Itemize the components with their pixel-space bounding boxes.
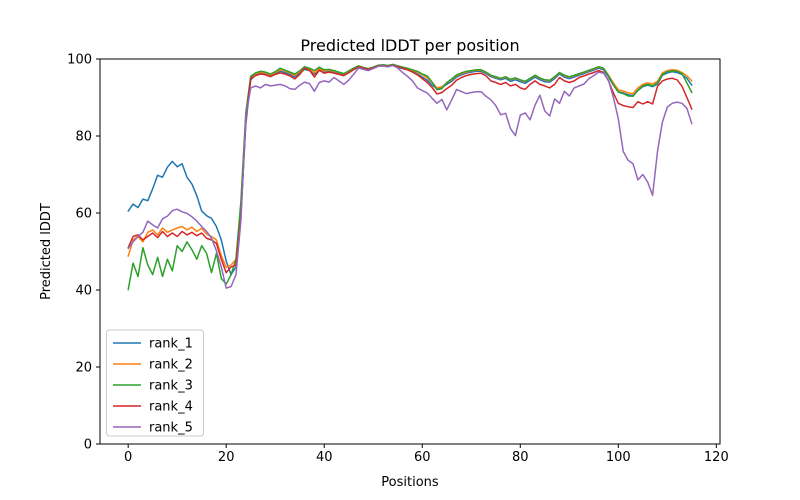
x-tick-label-0: 0 (124, 450, 132, 465)
y-tick-label-40: 40 (75, 284, 92, 299)
legend-entry-rank_3: rank_3 (113, 379, 193, 394)
y-tick-label-80: 80 (75, 130, 92, 145)
x-axis-label: Positions (381, 475, 439, 490)
x-tick-label-100: 100 (606, 450, 631, 465)
legend-label-rank_5: rank_5 (149, 421, 193, 436)
series-line-rank_4 (127, 64, 693, 274)
legend-label-rank_1: rank_1 (149, 337, 193, 352)
x-tick-label-60: 60 (414, 450, 431, 465)
legend: rank_1 rank_2 rank_3 rank_4 rank_5 (106, 329, 204, 437)
series-line-rank_2 (127, 64, 693, 269)
plot-area: 0 20 40 60 80 100 120020406080100rank_1rank_2r… (67, 53, 729, 466)
chart-title: Predicted lDDT per position (300, 36, 519, 55)
axes-spines (99, 58, 721, 445)
legend-entry-rank_1: rank_1 (113, 337, 193, 352)
series-line-rank_3 (127, 63, 693, 291)
y-tick-label-20: 20 (75, 361, 92, 376)
legend-label-rank_2: rank_2 (149, 358, 193, 373)
x-tick-label-20: 20 (218, 450, 235, 465)
y-axis-label: Predicted lDDT (39, 203, 54, 300)
y-tick-label-0: 0 (84, 438, 92, 453)
x-tick-label-80: 80 (512, 450, 529, 465)
y-tick-label-100: 100 (67, 53, 92, 68)
y-tick-label-60: 60 (75, 207, 92, 222)
legend-label-rank_3: rank_3 (149, 379, 193, 394)
legend-entry-rank_2: rank_2 (113, 358, 193, 373)
series-line-rank_5 (127, 64, 693, 289)
legend-entry-rank_5: rank_5 (113, 421, 193, 436)
legend-box (106, 329, 204, 437)
x-tick-label-120: 120 (704, 450, 729, 465)
x-tick-label-40: 40 (316, 450, 333, 465)
legend-label-rank_4: rank_4 (149, 400, 193, 415)
legend-entry-rank_4: rank_4 (113, 400, 193, 415)
